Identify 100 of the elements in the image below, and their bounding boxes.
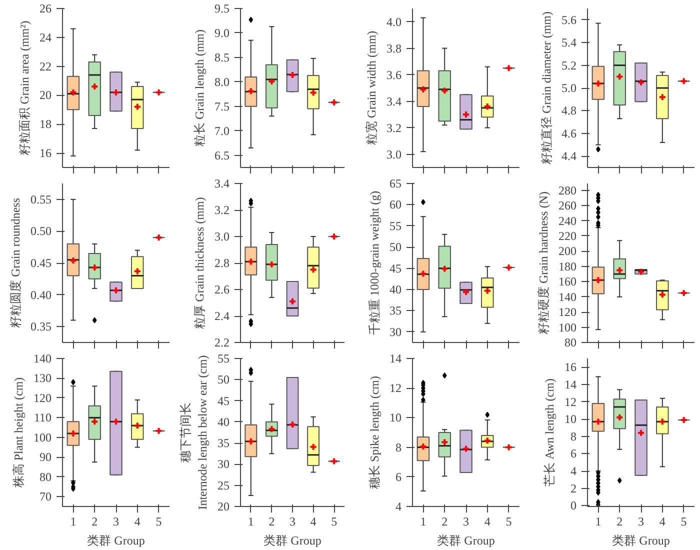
- y-axis-title: 穗下节间长 Internode length below ear (cm): [178, 355, 210, 510]
- y-tick-label: 40: [390, 282, 402, 296]
- y-tick-label: 50: [390, 240, 402, 254]
- y-tick-label: 130: [34, 371, 52, 386]
- y-tick-label: 20: [40, 88, 52, 102]
- y-tick-label: 6.5: [214, 148, 230, 162]
- y-tick-label: 20: [218, 500, 230, 514]
- y-tick-label: 4.6: [562, 126, 576, 140]
- x-tick-label: 5: [680, 514, 687, 528]
- y-tick-label: 2.6: [214, 282, 230, 296]
- y-tick-label: 4.8: [562, 104, 576, 118]
- y-axis-title: 籽粒圆度 Grain roundness: [8, 198, 22, 328]
- y-axis-title: 籽粒面积 Grain area (mm²): [18, 20, 32, 156]
- y-tick-label: 14: [390, 352, 402, 366]
- x-tick-label: 4: [310, 514, 316, 528]
- y-tick-label: 6: [570, 446, 576, 461]
- y-tick-label: 65: [390, 176, 402, 190]
- y-tick-label: 9.5: [214, 2, 230, 16]
- y-tick-label: 260: [558, 198, 576, 213]
- x-tick-label: 2: [268, 514, 275, 528]
- y-tick-label: 18: [40, 117, 52, 132]
- y-tick-label: 3.4: [386, 94, 402, 108]
- x-axis-title: 类群 Group: [264, 534, 322, 548]
- y-tick-label: 110: [34, 410, 52, 425]
- y-tick-label: 200: [558, 244, 576, 258]
- y-tick-label: 7.5: [214, 99, 230, 114]
- y-tick-label: 3.2: [386, 120, 402, 135]
- x-tick-label: 3: [638, 514, 644, 528]
- y-tick-label: 10: [390, 410, 402, 425]
- y-tick-label: 45: [218, 394, 230, 408]
- x-tick-label: 2: [442, 514, 448, 528]
- x-tick-label: 3: [113, 514, 119, 528]
- x-tick-label: 5: [506, 514, 512, 528]
- y-axis-title: 千粒重 1000-grain weight (g): [368, 190, 382, 336]
- y-tick-label: 25: [218, 478, 230, 492]
- y-tick-label: 5.2: [562, 58, 576, 72]
- y-tick-label: 60: [390, 198, 402, 212]
- x-axis-title: 类群 Group: [437, 534, 495, 548]
- y-tick-label: 5.6: [562, 12, 576, 27]
- x-axis-title: 类群 Group: [612, 534, 670, 548]
- y-tick-label: 14: [564, 377, 576, 392]
- x-tick-label: 5: [156, 514, 162, 528]
- y-tick-label: 45: [390, 261, 402, 276]
- x-axis-title: 类群 Group: [87, 534, 145, 548]
- y-tick-label: 9.0: [214, 26, 230, 40]
- y-axis-title: 穗长 Spike length (cm): [368, 376, 382, 489]
- y-axis-title: 株高 Plant height (cm): [12, 377, 26, 489]
- y-axis-title: 籽粒直径 Grain diameter (mm): [540, 12, 554, 164]
- y-tick-label: 4.0: [386, 14, 402, 29]
- y-tick-label: 35: [218, 436, 230, 450]
- x-tick-label: 1: [420, 514, 426, 528]
- y-axis-title: 粒宽 Grain width (mm): [364, 30, 378, 146]
- y-tick-label: 12: [564, 394, 576, 409]
- y-tick-label: 12: [390, 381, 402, 396]
- y-tick-label: 100: [34, 430, 52, 444]
- x-tick-label: 4: [484, 514, 490, 528]
- x-tick-label: 3: [463, 514, 469, 528]
- y-tick-label: 140: [558, 290, 576, 304]
- y-tick-label: 6: [396, 470, 402, 484]
- y-tick-label: 24: [40, 30, 52, 44]
- y-tick-label: 16: [40, 146, 52, 160]
- x-tick-label: 1: [595, 514, 602, 528]
- y-axis-title: 粒长 Grain length (mm): [192, 30, 206, 146]
- y-tick-label: 2: [570, 481, 576, 496]
- y-tick-label: 160: [558, 274, 576, 289]
- y-tick-label: 240: [558, 214, 576, 228]
- y-tick-label: 3.8: [386, 41, 402, 56]
- y-tick-label: 2.4: [214, 309, 230, 323]
- y-tick-label: 100: [558, 320, 576, 334]
- x-tick-label: 5: [331, 514, 338, 528]
- y-tick-label: 30: [390, 324, 402, 339]
- y-tick-label: 7.0: [214, 124, 230, 138]
- y-tick-label: 0.35: [30, 320, 52, 334]
- y-tick-label: 10: [564, 412, 576, 426]
- y-tick-label: 0.50: [30, 224, 52, 238]
- y-tick-label: 3.6: [386, 68, 402, 82]
- x-tick-label: 2: [92, 514, 98, 528]
- y-tick-label: 3.0: [214, 230, 230, 244]
- y-tick-label: 4.4: [562, 149, 576, 164]
- y-tick-label: 120: [558, 305, 576, 320]
- y-tick-label: 280: [558, 183, 576, 198]
- y-tick-label: 16: [564, 360, 576, 374]
- y-tick-label: 220: [558, 228, 576, 243]
- y-axis-title: 籽粒硬度 Grain hardness (N): [536, 192, 550, 334]
- y-tick-label: 0.40: [30, 288, 52, 302]
- y-tick-label: 40: [218, 414, 230, 429]
- x-tick-label: 1: [248, 514, 254, 528]
- y-tick-label: 70: [40, 490, 52, 504]
- y-tick-label: 2.8: [214, 256, 230, 270]
- x-tick-label: 2: [616, 514, 623, 528]
- y-tick-label: 26: [40, 2, 52, 16]
- y-tick-label: 5.0: [562, 81, 576, 95]
- y-tick-label: 80: [564, 336, 576, 350]
- y-tick-label: 35: [390, 304, 402, 318]
- y-tick-label: 3.4: [214, 176, 230, 190]
- y-tick-label: 4: [570, 464, 576, 478]
- y-tick-label: 3.2: [214, 203, 230, 217]
- y-tick-label: 8.0: [214, 74, 230, 89]
- x-tick-label: 4: [134, 514, 140, 528]
- y-tick-label: 0.45: [30, 256, 52, 270]
